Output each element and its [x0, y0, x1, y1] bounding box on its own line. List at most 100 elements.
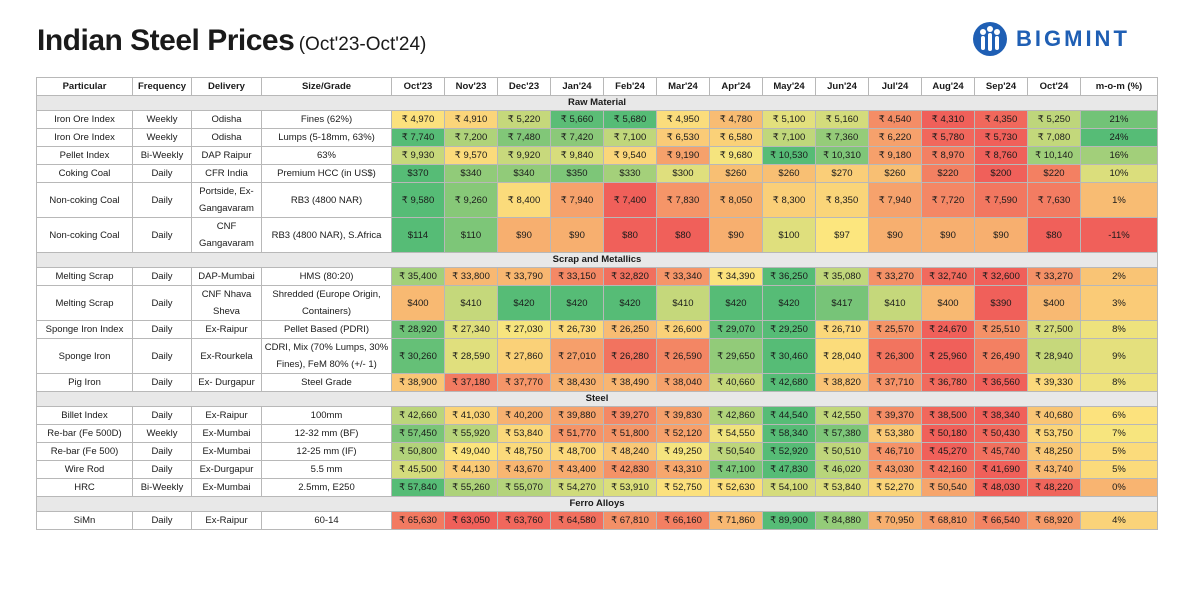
table-row: Re-bar (Fe 500) Daily Ex-Mumbai 12-25 mm (I… — [36, 442, 1158, 461]
section-row: Scrap and Metallics — [36, 252, 1158, 268]
table-body: Raw Material Iron Ore Index Weekly Odisha Fi… — [36, 95, 1158, 530]
price-cell: ₹ 38,490 — [603, 373, 657, 392]
table-row: Non-coking Coal Daily Portside, Ex-Gangava… — [36, 182, 1158, 218]
price-cell: ₹ 41,690 — [974, 460, 1028, 479]
price-cell: ₹ 53,840 — [815, 478, 869, 497]
price-cell: $110 — [444, 217, 498, 253]
price-cell: ₹ 37,180 — [444, 373, 498, 392]
mom-cell: -11% — [1080, 217, 1158, 253]
particular-cell: Melting Scrap — [36, 267, 133, 286]
grade-cell: 60-14 — [261, 511, 392, 530]
price-cell: ₹ 7,940 — [550, 182, 604, 218]
price-cell: ₹ 48,030 — [974, 478, 1028, 497]
price-cell: ₹ 46,710 — [868, 442, 922, 461]
price-cell: ₹ 39,880 — [550, 406, 604, 425]
particular-cell: Billet Index — [36, 406, 133, 425]
price-cell: $420 — [762, 285, 816, 321]
section-row: Ferro Alloys — [36, 496, 1158, 512]
price-cell: ₹ 50,800 — [391, 442, 445, 461]
frequency-cell: Daily — [132, 164, 192, 183]
price-cell: $220 — [921, 164, 975, 183]
table-row: Sponge Iron Daily Ex-Rourkela CDRI, Mix (70… — [36, 338, 1158, 374]
price-cell: ₹ 4,780 — [709, 110, 763, 129]
title-period: (Oct'23-Oct'24) — [298, 34, 427, 55]
price-cell: $400 — [921, 285, 975, 321]
price-cell: ₹ 8,970 — [921, 146, 975, 165]
price-cell: ₹ 32,600 — [974, 267, 1028, 286]
particular-cell: Re-bar (Fe 500) — [36, 442, 133, 461]
price-cell: ₹ 42,660 — [391, 406, 445, 425]
delivery-cell: DAP Raipur — [191, 146, 262, 165]
price-cell: $410 — [444, 285, 498, 321]
column-header: Frequency — [132, 77, 192, 96]
grade-cell: Pellet Based (PDRI) — [261, 320, 392, 339]
column-header: Mar'24 — [656, 77, 710, 96]
price-cell: ₹ 52,630 — [709, 478, 763, 497]
mom-cell: 7% — [1080, 424, 1158, 443]
price-cell: ₹ 38,900 — [391, 373, 445, 392]
frequency-cell: Bi-Weekly — [132, 146, 192, 165]
price-cell: ₹ 40,660 — [709, 373, 763, 392]
frequency-cell: Daily — [132, 267, 192, 286]
price-cell: ₹ 45,500 — [391, 460, 445, 479]
price-cell: ₹ 48,750 — [497, 442, 551, 461]
frequency-cell: Daily — [132, 442, 192, 461]
price-cell: $350 — [550, 164, 604, 183]
price-cell: ₹ 50,430 — [974, 424, 1028, 443]
column-header: Jul'24 — [868, 77, 922, 96]
frequency-cell: Daily — [132, 338, 192, 374]
price-cell: ₹ 50,540 — [921, 478, 975, 497]
price-cell: ₹ 4,350 — [974, 110, 1028, 129]
price-cell: ₹ 35,080 — [815, 267, 869, 286]
grade-cell: Fines (62%) — [261, 110, 392, 129]
price-cell: ₹ 27,860 — [497, 338, 551, 374]
section-title: Raw Material — [36, 95, 1158, 111]
price-cell: ₹ 28,040 — [815, 338, 869, 374]
price-cell: $410 — [656, 285, 710, 321]
price-cell: ₹ 42,680 — [762, 373, 816, 392]
price-cell: ₹ 10,140 — [1027, 146, 1081, 165]
price-cell: ₹ 48,250 — [1027, 442, 1081, 461]
price-cell: ₹ 8,050 — [709, 182, 763, 218]
price-cell: ₹ 68,810 — [921, 511, 975, 530]
delivery-cell: Ex-Mumbai — [191, 442, 262, 461]
particular-cell: Non-coking Coal — [36, 217, 133, 253]
price-cell: ₹ 5,660 — [550, 110, 604, 129]
price-cell: $220 — [1027, 164, 1081, 183]
price-cell: ₹ 51,800 — [603, 424, 657, 443]
price-cell: ₹ 28,940 — [1027, 338, 1081, 374]
price-cell: $410 — [868, 285, 922, 321]
mom-cell: 5% — [1080, 442, 1158, 461]
column-header: Particular — [36, 77, 133, 96]
frequency-cell: Daily — [132, 460, 192, 479]
table-row: Pellet Index Bi-Weekly DAP Raipur 63% ₹ 9,93… — [36, 146, 1158, 165]
price-cell: $100 — [762, 217, 816, 253]
price-cell: ₹ 43,400 — [550, 460, 604, 479]
price-cell: ₹ 44,130 — [444, 460, 498, 479]
price-cell: ₹ 26,280 — [603, 338, 657, 374]
mom-cell: 4% — [1080, 511, 1158, 530]
price-cell: ₹ 7,200 — [444, 128, 498, 147]
mom-cell: 10% — [1080, 164, 1158, 183]
price-table: Particular Frequency Delivery Size/Grade Oct… — [36, 77, 1158, 530]
price-cell: ₹ 44,540 — [762, 406, 816, 425]
delivery-cell: CFR India — [191, 164, 262, 183]
page-title: Indian Steel Prices (Oct'23-Oct'24) — [37, 24, 426, 58]
price-cell: ₹ 26,710 — [815, 320, 869, 339]
grade-cell: 12-32 mm (BF) — [261, 424, 392, 443]
mom-cell: 8% — [1080, 320, 1158, 339]
price-cell: ₹ 47,100 — [709, 460, 763, 479]
particular-cell: Iron Ore Index — [36, 128, 133, 147]
mom-cell: 21% — [1080, 110, 1158, 129]
price-cell: ₹ 8,760 — [974, 146, 1028, 165]
price-cell: $270 — [815, 164, 869, 183]
column-header: Aug'24 — [921, 77, 975, 96]
price-cell: ₹ 52,750 — [656, 478, 710, 497]
price-cell: ₹ 9,680 — [709, 146, 763, 165]
particular-cell: Pig Iron — [36, 373, 133, 392]
price-cell: ₹ 9,540 — [603, 146, 657, 165]
price-cell: ₹ 43,670 — [497, 460, 551, 479]
price-cell: $330 — [603, 164, 657, 183]
price-cell: ₹ 9,190 — [656, 146, 710, 165]
price-cell: $260 — [762, 164, 816, 183]
